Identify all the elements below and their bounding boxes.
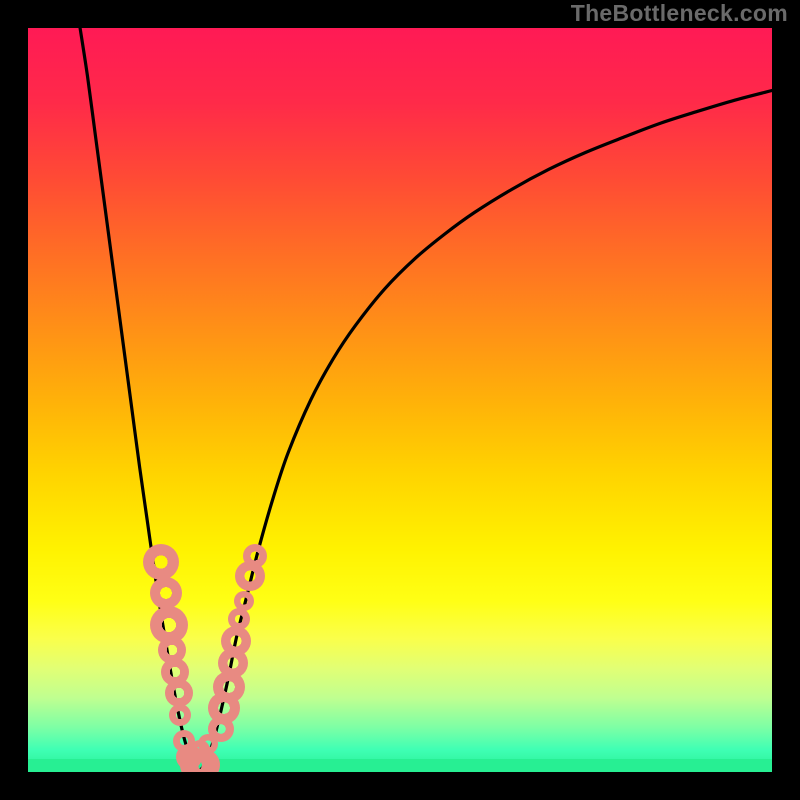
scatter-point: [165, 679, 193, 707]
plot-area: [28, 28, 772, 772]
scatter-point: [150, 577, 182, 609]
scatter-point: [243, 544, 267, 568]
scatter-point: [143, 544, 179, 580]
scatter-layer: [28, 28, 772, 772]
scatter-point: [234, 591, 254, 611]
scatter-point: [221, 626, 251, 656]
watermark-text: TheBottleneck.com: [571, 0, 788, 27]
scatter-point: [228, 608, 250, 630]
scatter-point: [169, 704, 191, 726]
